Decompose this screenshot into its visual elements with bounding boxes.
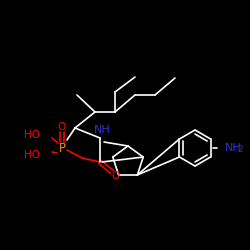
Text: 2: 2 <box>237 146 242 154</box>
Text: HO: HO <box>24 150 40 160</box>
Text: P: P <box>58 142 66 154</box>
Text: NH: NH <box>94 125 110 135</box>
Text: O: O <box>58 122 66 132</box>
Text: NH: NH <box>225 143 242 153</box>
Text: O: O <box>112 171 120 181</box>
Text: HO: HO <box>24 130 40 140</box>
